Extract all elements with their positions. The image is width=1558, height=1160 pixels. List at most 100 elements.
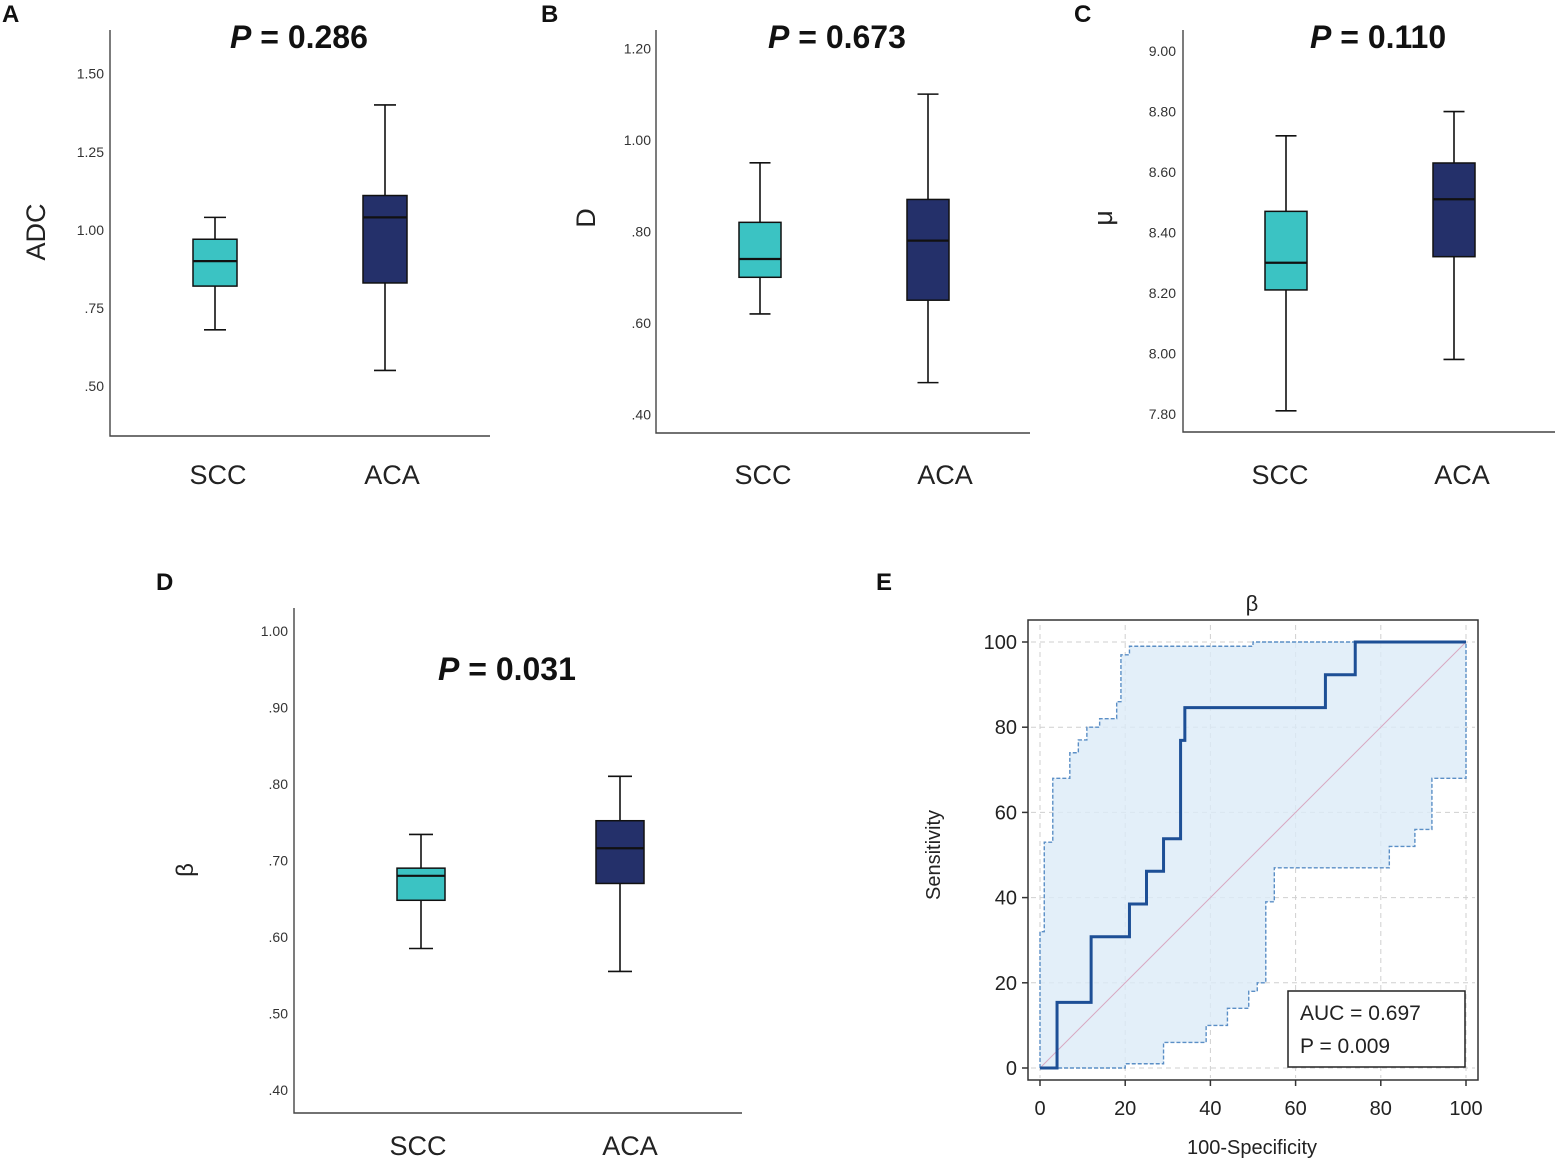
axes-c: 9.00 8.80 8.60 8.40 8.20 8.00 7.80 (1149, 30, 1555, 433)
panel-b: B P = 0.673 D 1.20 1.00 .80 .60 .40 SCC ACA (541, 1, 1030, 490)
auc-box: AUC = 0.697 P = 0.009 (1287, 990, 1466, 1068)
axes-d: 1.00 .90 .80 .70 .60 .50 .40 (261, 608, 742, 1114)
box-d-aca (595, 819, 645, 885)
title-c: P = 0.110 (1310, 19, 1446, 55)
auc-value: AUC = 0.697 (1300, 1002, 1421, 1025)
roc-xtick-label: 0 (1034, 1098, 1045, 1120)
panel-e: E β Sensitivity 100-Specificity 0 20 40 60 8… (876, 569, 1483, 1159)
ylabel-a: ADC (21, 203, 51, 260)
panel-d: D P = 0.031 β 1.00 .90 .80 .70 .60 .50 .40 SCC… (156, 569, 742, 1160)
title-c-p: P (1310, 19, 1332, 55)
category-a-aca: ACA (364, 460, 420, 490)
ytick-c: 8.60 (1149, 164, 1176, 180)
axis-lines-a (109, 30, 490, 437)
box-a-scc (192, 238, 238, 287)
roc-plot: 0 20 40 60 80 100 0 20 40 60 80 100 (984, 619, 1483, 1120)
ytick-d: 1.00 (261, 623, 288, 639)
category-c-scc: SCC (1251, 460, 1308, 490)
ytick-b: .80 (632, 224, 652, 240)
ytick-c: 8.20 (1149, 285, 1176, 301)
title-b: P = 0.673 (768, 19, 906, 55)
auc-box-frame (1287, 990, 1466, 1068)
ytick-a: 1.25 (77, 144, 104, 160)
ytick-c: 8.80 (1149, 104, 1176, 120)
panel-label-d: D (156, 569, 173, 596)
category-b-aca: ACA (917, 460, 973, 490)
ytick-a: .50 (85, 378, 105, 394)
category-d-aca: ACA (602, 1131, 658, 1160)
category-c-aca: ACA (1434, 460, 1490, 490)
roc-lower-ci (1040, 642, 1467, 1069)
ytick-b: 1.20 (624, 40, 651, 56)
ylabel-b: D (571, 208, 601, 228)
title-c-value: = 0.110 (1331, 19, 1446, 55)
panel-a: A P = 0.286 ADC 1.50 1.25 1.00 .75 .50 SCC A… (2, 1, 490, 490)
roc-xtick-label: 60 (1284, 1098, 1306, 1120)
roc-ytick-label: 20 (995, 973, 1017, 995)
roc-xtick-label: 80 (1370, 1098, 1392, 1120)
axes-a: 1.50 1.25 1.00 .75 .50 (77, 30, 490, 437)
box-a-aca (362, 194, 408, 284)
panel-c: C P = 0.110 μ 9.00 8.80 8.60 8.40 8.20 8.00 7.… (1074, 1, 1555, 490)
ytick-d: .90 (269, 699, 289, 715)
roc-title: β (1246, 591, 1259, 616)
title-a: P = 0.286 (230, 19, 368, 55)
roc-ylabel: Sensitivity (923, 810, 945, 900)
category-b-scc: SCC (734, 460, 791, 490)
box-b-scc (738, 221, 782, 279)
category-d-scc: SCC (389, 1131, 446, 1160)
ytick-c: 8.40 (1149, 225, 1176, 241)
roc-xtick-label: 40 (1199, 1098, 1221, 1120)
title-a-p: P (230, 19, 252, 55)
ytick-b: .60 (632, 315, 652, 331)
title-a-value: = 0.286 (251, 19, 368, 55)
ytick-c: 9.00 (1149, 43, 1176, 59)
roc-xtick-label: 100 (1449, 1098, 1482, 1120)
panel-label-a: A (2, 1, 19, 28)
title-d: P = 0.031 (438, 651, 576, 687)
roc-xtick-label: 20 (1114, 1098, 1136, 1120)
roc-frame (1027, 619, 1479, 1081)
ytick-b: 1.00 (624, 132, 651, 148)
ytick-a: 1.50 (77, 66, 104, 82)
ytick-a: 1.00 (77, 222, 104, 238)
title-d-p: P (438, 651, 460, 687)
ytick-d: .60 (269, 929, 289, 945)
box-d-scc (396, 867, 446, 902)
roc-ytick-label: 80 (995, 717, 1017, 739)
ytick-d: .50 (269, 1006, 289, 1022)
ylabel-c: μ (1088, 210, 1118, 226)
roc-ytick-label: 100 (984, 632, 1017, 654)
roc-curve (1040, 640, 1466, 1070)
roc-upper-ci (1039, 641, 1466, 1068)
axes-b: 1.20 1.00 .80 .60 .40 (624, 30, 1030, 434)
roc-ytick-label: 40 (995, 888, 1017, 910)
axis-lines-c (1182, 30, 1555, 433)
axis-lines-d (293, 608, 742, 1114)
box-b-aca (906, 198, 950, 301)
title-b-p: P (768, 19, 790, 55)
ytick-c: 7.80 (1149, 406, 1176, 422)
category-a-scc: SCC (189, 460, 246, 490)
ytick-a: .75 (85, 300, 105, 316)
axis-lines-b (655, 30, 1030, 434)
roc-xlabel: 100-Specificity (1187, 1137, 1317, 1159)
title-b-value: = 0.673 (789, 19, 906, 55)
ytick-d: .80 (269, 776, 289, 792)
roc-reference-line (1039, 641, 1467, 1069)
roc-ytick-label: 0 (1006, 1058, 1017, 1080)
ytick-b: .40 (632, 407, 652, 423)
box-c-scc (1264, 210, 1308, 291)
panel-label-e: E (876, 569, 892, 596)
box-c-aca (1432, 162, 1476, 258)
auc-pvalue: P = 0.009 (1300, 1035, 1390, 1058)
roc-ytick-label: 60 (995, 802, 1017, 824)
ytick-c: 8.00 (1149, 345, 1176, 361)
panel-label-c: C (1074, 1, 1091, 28)
ylabel-d: β (172, 863, 199, 877)
ytick-d: .40 (269, 1082, 289, 1098)
panel-label-b: B (541, 1, 558, 28)
ytick-d: .70 (269, 853, 289, 869)
title-d-value: = 0.031 (459, 651, 576, 687)
